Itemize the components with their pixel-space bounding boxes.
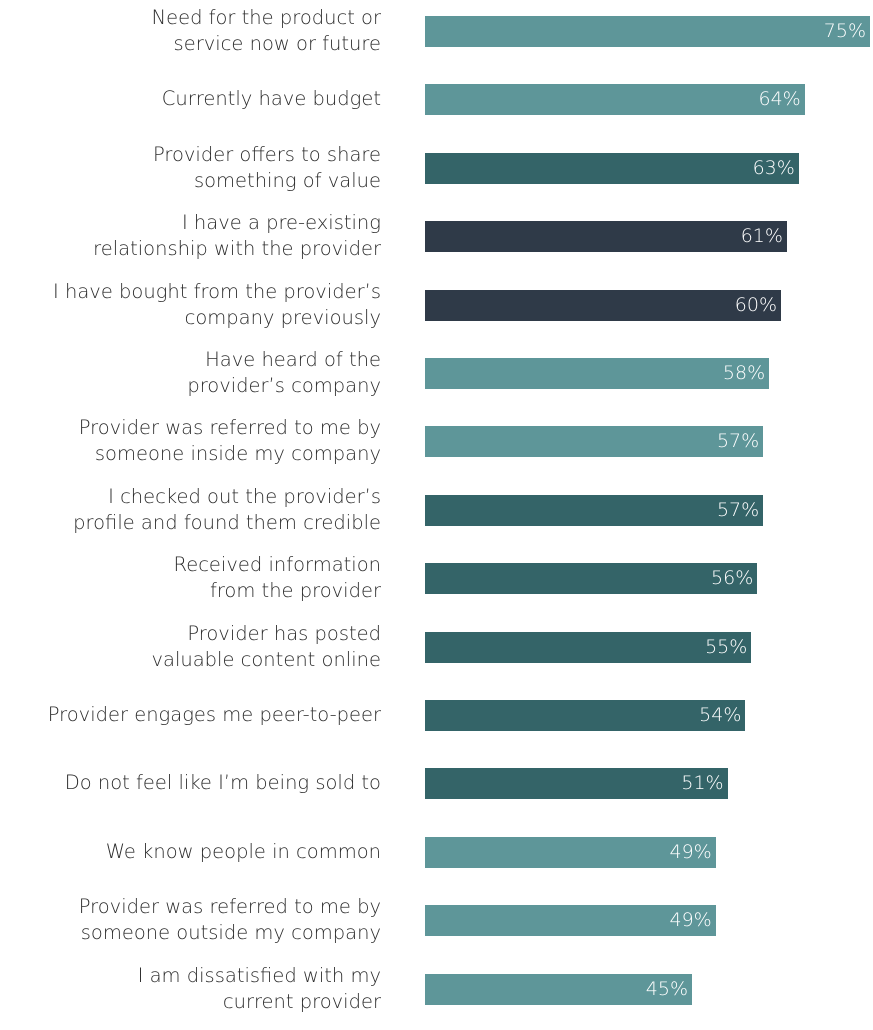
chart-row: Provider was referred to me by someone o…	[0, 893, 873, 961]
category-label: Provider engages me peer-to-peer	[47, 703, 381, 726]
category-label: Do not feel like I’m being sold to	[64, 771, 381, 795]
bar: 63%	[425, 152, 799, 184]
category-label: I have a pre-existing relationship with …	[93, 211, 381, 261]
chart-row: I have a pre-existing relationship with …	[0, 209, 873, 277]
chart-row: Provider engages me peer-to-peer 54%	[0, 688, 873, 756]
bar: 61%	[425, 221, 787, 253]
chart-row: I have bought from the provider’s compan…	[0, 278, 873, 346]
bar: 57%	[425, 426, 764, 458]
category-label: I have bought from the provider’s compan…	[53, 279, 381, 329]
data-label: 60%	[734, 293, 777, 316]
chart-row: Do not feel like I’m being sold to 51%	[0, 756, 873, 824]
data-label: 57%	[716, 498, 760, 521]
category-label: Have heard of the provider’s company	[187, 348, 381, 397]
data-label: 58%	[722, 362, 766, 384]
bar: 55%	[425, 631, 752, 663]
chart-row: Provider offers to share something of va…	[0, 141, 873, 209]
data-label: 61%	[740, 225, 783, 248]
data-label: 57%	[716, 430, 760, 453]
data-label: 54%	[699, 704, 742, 726]
chart-row: I am dissatisfied with my current provid…	[0, 962, 873, 1030]
bar: 51%	[425, 768, 728, 800]
chart-row: Currently have budget 64%	[0, 72, 873, 140]
category-label: Received information from the provider	[173, 553, 381, 603]
chart-row: Provider has posted valuable content onl…	[0, 620, 873, 688]
data-label: 64%	[758, 88, 801, 111]
chart-row: Provider was referred to me by someone i…	[0, 414, 873, 482]
bar: 60%	[425, 289, 781, 321]
data-label: 56%	[711, 567, 754, 590]
data-label: 45%	[645, 977, 688, 1000]
category-label: I am dissatisfied with my current provid…	[137, 963, 381, 1013]
data-label: 49%	[669, 840, 712, 863]
chart-row: Have heard of the provider’s company 58%	[0, 346, 873, 414]
category-label: Need for the product or service now or f…	[151, 6, 381, 55]
category-label: I checked out the provider’s profile and…	[73, 484, 381, 534]
bar: 54%	[425, 700, 746, 731]
bar: 56%	[425, 563, 758, 595]
category-label: Provider offers to share something of va…	[152, 142, 381, 192]
category-label: Provider was referred to me by someone o…	[78, 895, 381, 945]
bar: 75%	[425, 16, 870, 47]
bar: 64%	[425, 84, 805, 116]
bar: 49%	[425, 905, 716, 937]
data-label: 51%	[681, 772, 724, 795]
category-label: Provider has posted valuable content onl…	[151, 621, 381, 671]
chart-row: We know people in common 49%	[0, 825, 873, 893]
data-label: 75%	[823, 20, 866, 42]
data-label: 63%	[752, 156, 795, 179]
chart-row: Need for the product or service now or f…	[0, 4, 873, 72]
bar: 45%	[425, 973, 692, 1005]
bar: 57%	[425, 494, 764, 526]
data-label: 55%	[705, 635, 748, 658]
bar: 58%	[425, 358, 770, 389]
chart-row: Received information from the provider 56…	[0, 551, 873, 619]
bar: 49%	[425, 836, 716, 868]
data-label: 49%	[669, 909, 712, 932]
category-label: Provider was referred to me by someone i…	[78, 416, 381, 466]
chart-row: I checked out the provider’s profile and…	[0, 483, 873, 551]
category-label: We know people in common	[105, 839, 381, 863]
category-label: Currently have budget	[161, 87, 381, 111]
